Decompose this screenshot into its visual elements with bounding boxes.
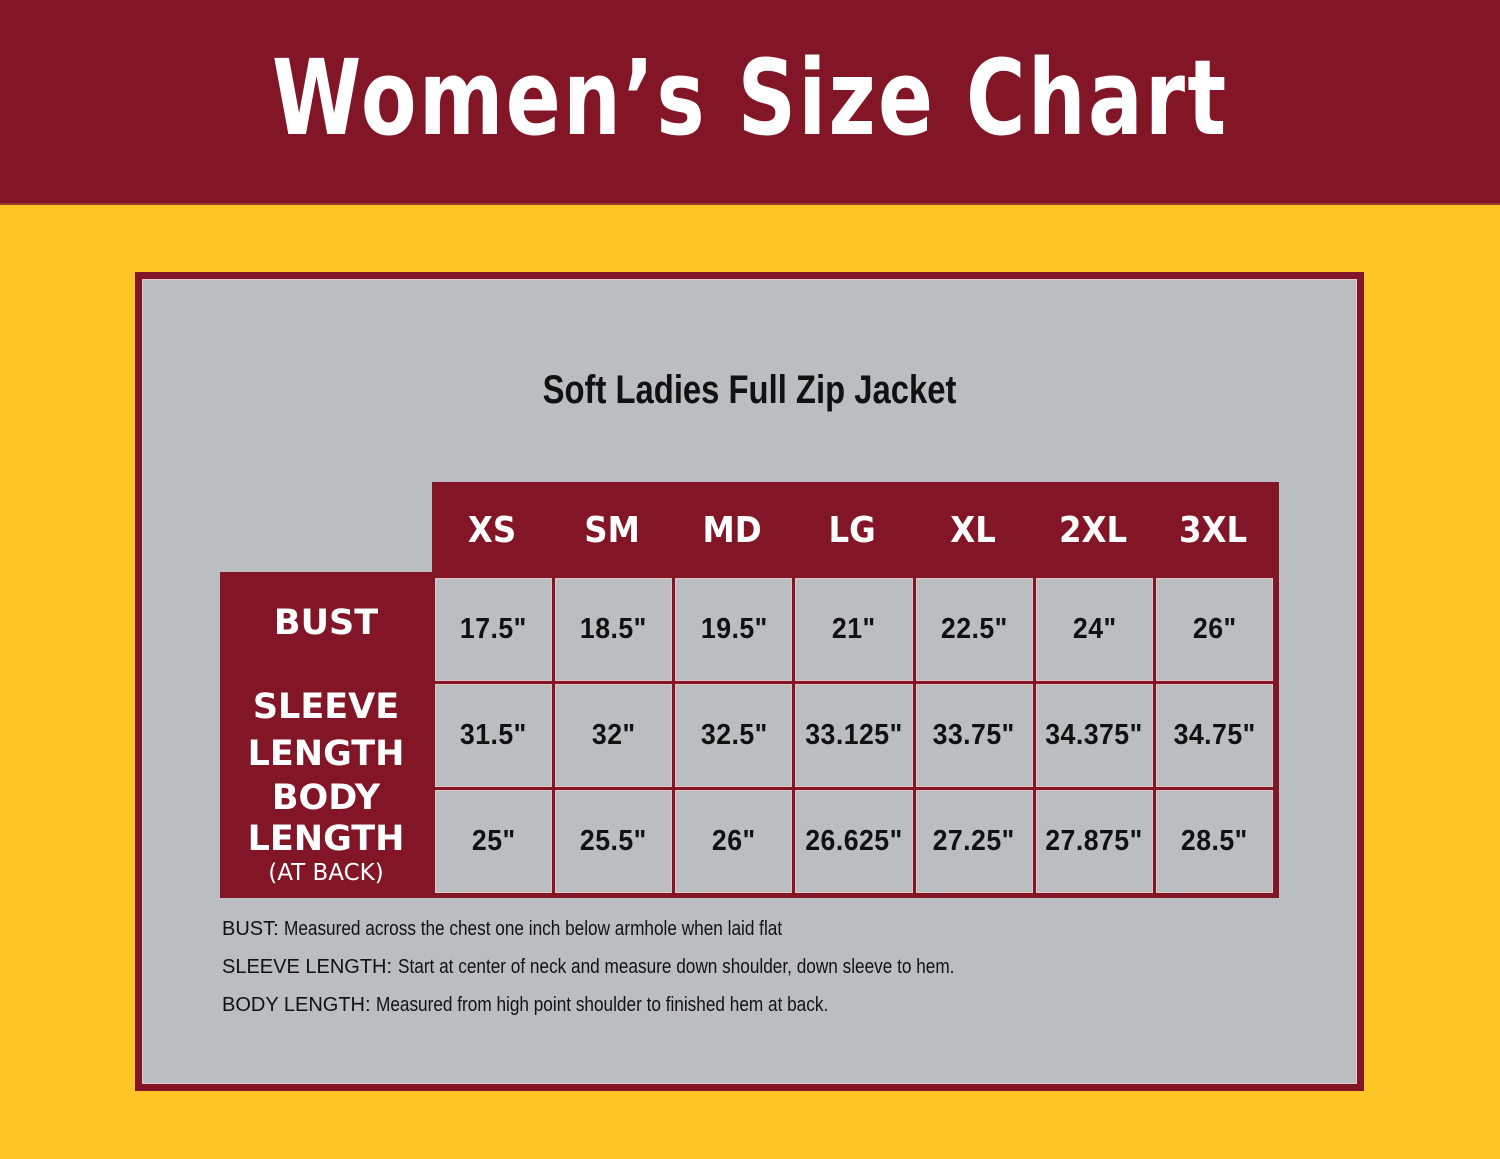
- size-header-sm: SM: [584, 509, 641, 551]
- table-cell: 25": [435, 790, 553, 893]
- note-bust-key: BUST:: [222, 918, 279, 940]
- table-cell: 26": [1155, 578, 1273, 681]
- size-header-xs: XS: [467, 509, 517, 551]
- size-header-md: MD: [702, 509, 762, 551]
- table-cell: 27.25": [915, 790, 1033, 893]
- table-cell: 21": [795, 578, 913, 681]
- size-chart-panel: Soft Ladies Full Zip Jacket XS SM MD LG …: [135, 272, 1364, 1091]
- table-row-body-length: 25" 25.5" 26" 26.625" 27.25" 27.875" 28.…: [432, 790, 1273, 893]
- note-sleeve-text: Start at center of neck and measure down…: [397, 956, 955, 978]
- page-title: Women’s Size Chart: [271, 36, 1229, 159]
- size-data-grid: 17.5" 18.5" 19.5" 21" 22.5" 24" 26" 31.5…: [432, 576, 1279, 898]
- row-label-body-line1: BODY: [271, 778, 381, 818]
- header-banner: Women’s Size Chart: [0, 0, 1500, 205]
- size-header-lg: LG: [828, 509, 877, 551]
- table-row-sleeve-length: 31.5" 32" 32.5" 33.125" 33.75" 34.375" 3…: [432, 684, 1273, 787]
- table-cell: 28.5": [1155, 790, 1273, 893]
- table-cell: 17.5": [435, 578, 553, 681]
- row-label-bust: BUST: [220, 600, 432, 647]
- measurement-notes: BUST: Measured across the chest one inch…: [222, 916, 1045, 1030]
- table-cell: 24": [1035, 578, 1153, 681]
- note-body-text: Measured from high point shoulder to fin…: [376, 994, 829, 1016]
- note-body-key: BODY LENGTH:: [222, 994, 371, 1016]
- table-cell: 25.5": [555, 790, 673, 893]
- row-label-body-line2: LENGTH: [247, 819, 405, 859]
- row-label-body-sublabel: (AT BACK): [268, 860, 384, 886]
- table-cell: 32": [555, 684, 673, 787]
- row-label-sleeve-line1: SLEEVE: [252, 687, 400, 727]
- table-cell: 26": [675, 790, 793, 893]
- table-cell: 19.5": [675, 578, 793, 681]
- table-cell: 34.375": [1035, 684, 1153, 787]
- row-label-bust-text: BUST: [273, 603, 379, 643]
- table-cell: 26.625": [795, 790, 913, 893]
- row-label-sleeve-line2: LENGTH: [247, 734, 405, 774]
- table-cell: 31.5": [435, 684, 553, 787]
- table-cell: 33.125": [795, 684, 913, 787]
- table-cell: 22.5": [915, 578, 1033, 681]
- note-sleeve-length: SLEEVE LENGTH: Start at center of neck a…: [222, 954, 1045, 992]
- table-cell: 33.75": [915, 684, 1033, 787]
- size-chart-panel-inner: Soft Ladies Full Zip Jacket XS SM MD LG …: [142, 279, 1357, 1084]
- table-cell: 27.875": [1035, 790, 1153, 893]
- size-header-3xl: 3XL: [1178, 509, 1247, 551]
- note-bust-text: Measured across the chest one inch below…: [284, 918, 783, 940]
- size-header-2xl: 2XL: [1058, 509, 1127, 551]
- note-body-length: BODY LENGTH: Measured from high point sh…: [222, 992, 1045, 1030]
- table-row-bust: 17.5" 18.5" 19.5" 21" 22.5" 24" 26": [432, 578, 1273, 681]
- table-cell: 34.75": [1155, 684, 1273, 787]
- product-title: Soft Ladies Full Zip Jacket: [542, 368, 957, 412]
- row-label-body-length: BODY LENGTH (AT BACK): [220, 778, 432, 886]
- table-cell: 18.5": [555, 578, 673, 681]
- measurement-label-column: BUST SLEEVE LENGTH BODY LENGTH (AT BACK): [220, 572, 435, 898]
- note-bust: BUST: Measured across the chest one inch…: [222, 916, 1045, 954]
- note-sleeve-key: SLEEVE LENGTH:: [222, 956, 393, 978]
- row-label-sleeve-length: SLEEVE LENGTH: [220, 684, 432, 778]
- size-header-xl: XL: [949, 509, 996, 551]
- size-header-row: XS SM MD LG XL 2XL 3XL: [432, 482, 1279, 582]
- table-cell: 32.5": [675, 684, 793, 787]
